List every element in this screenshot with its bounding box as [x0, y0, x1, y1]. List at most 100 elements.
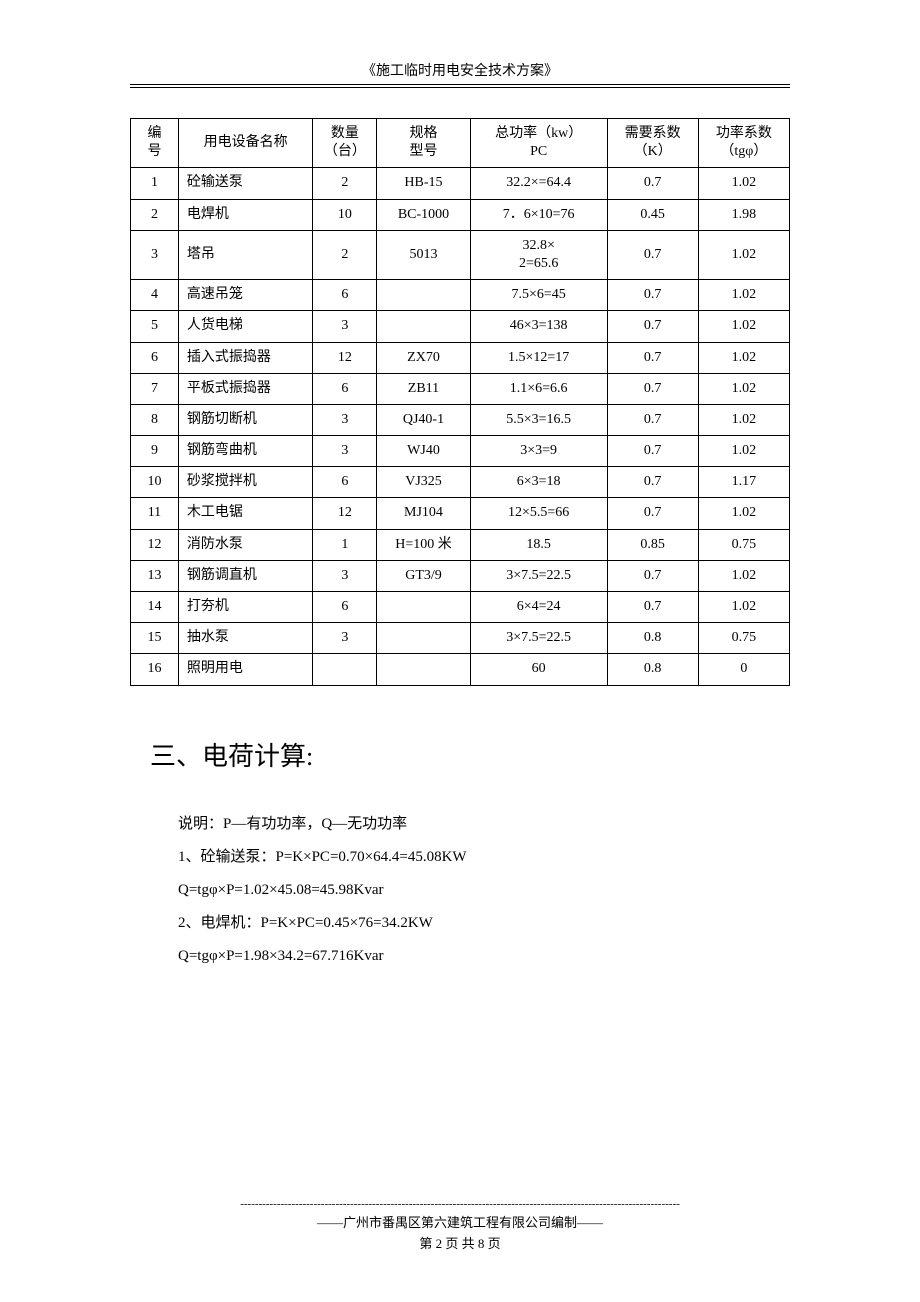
table-row: 8钢筋切断机3QJ40-15.5×3=16.50.71.02	[131, 404, 790, 435]
table-cell: 打夯机	[178, 592, 313, 623]
table-row: 13钢筋调直机3GT3/93×7.5=22.50.71.02	[131, 560, 790, 591]
table-cell: 照明用电	[178, 654, 313, 685]
table-row: 5人货电梯346×3=1380.71.02	[131, 311, 790, 342]
table-row: 3塔吊2501332.8×2=65.60.71.02	[131, 230, 790, 279]
table-cell: 6	[313, 280, 377, 311]
table-cell: 0.7	[607, 467, 698, 498]
table-cell: 14	[131, 592, 179, 623]
page-footer: ----------------------------------------…	[130, 1198, 790, 1252]
table-cell: 钢筋调直机	[178, 560, 313, 591]
table-cell: 3	[313, 311, 377, 342]
table-row: 14打夯机66×4=240.71.02	[131, 592, 790, 623]
body-text: 说明：P—有功功率，Q—无功功率1、砼输送泵：P=K×PC=0.70×64.4=…	[178, 808, 790, 973]
table-cell	[313, 654, 377, 685]
table-row: 15抽水泵33×7.5=22.50.80.75	[131, 623, 790, 654]
table-cell: 高速吊笼	[178, 280, 313, 311]
table-cell: 32.2×=64.4	[470, 168, 607, 199]
table-cell: 1	[313, 529, 377, 560]
table-cell: 木工电锯	[178, 498, 313, 529]
table-cell: 0.8	[607, 654, 698, 685]
table-cell: 11	[131, 498, 179, 529]
table-row: 12消防水泵1H=100 米18.50.850.75	[131, 529, 790, 560]
table-cell: 0	[698, 654, 789, 685]
table-cell: 0.7	[607, 280, 698, 311]
table-cell: 10	[131, 467, 179, 498]
table-cell: 0.7	[607, 436, 698, 467]
table-cell: ZB11	[377, 373, 470, 404]
table-cell: 5	[131, 311, 179, 342]
table-row: 1砼输送泵2HB-1532.2×=64.40.71.02	[131, 168, 790, 199]
table-cell: 0.8	[607, 623, 698, 654]
table-cell: 7．6×10=76	[470, 199, 607, 230]
table-cell: 0.7	[607, 404, 698, 435]
table-cell: 1.02	[698, 373, 789, 404]
col-header-tg: 功率系数（tgφ）	[698, 119, 789, 168]
footer-dashes: ----------------------------------------…	[130, 1198, 790, 1210]
table-cell: 1.17	[698, 467, 789, 498]
col-header-qty: 数量（台）	[313, 119, 377, 168]
table-cell: 1.02	[698, 230, 789, 279]
table-row: 4高速吊笼67.5×6=450.71.02	[131, 280, 790, 311]
table-cell: 0.7	[607, 498, 698, 529]
table-cell: 1.02	[698, 404, 789, 435]
table-cell: 5013	[377, 230, 470, 279]
table-cell: 0.7	[607, 311, 698, 342]
table-row: 10砂浆搅拌机6VJ3256×3=180.71.17	[131, 467, 790, 498]
table-cell: 7	[131, 373, 179, 404]
table-cell: 1.1×6=6.6	[470, 373, 607, 404]
table-cell: 0.7	[607, 342, 698, 373]
table-cell: 砼输送泵	[178, 168, 313, 199]
table-cell: 钢筋切断机	[178, 404, 313, 435]
table-cell: 3×7.5=22.5	[470, 560, 607, 591]
table-row: 7平板式振捣器6ZB111.1×6=6.60.71.02	[131, 373, 790, 404]
table-cell: 2	[131, 199, 179, 230]
table-cell: 3×3=9	[470, 436, 607, 467]
table-cell: 抽水泵	[178, 623, 313, 654]
table-cell: 1.98	[698, 199, 789, 230]
table-cell: 1.02	[698, 436, 789, 467]
table-cell: 人货电梯	[178, 311, 313, 342]
table-cell: 3	[131, 230, 179, 279]
table-cell: QJ40-1	[377, 404, 470, 435]
table-body: 1砼输送泵2HB-1532.2×=64.40.71.022电焊机10BC-100…	[131, 168, 790, 685]
table-cell: MJ104	[377, 498, 470, 529]
table-cell: WJ40	[377, 436, 470, 467]
table-cell: 6	[131, 342, 179, 373]
col-header-power: 总功率（kw）PC	[470, 119, 607, 168]
table-cell	[377, 592, 470, 623]
table-cell: 1.02	[698, 168, 789, 199]
table-cell: 7.5×6=45	[470, 280, 607, 311]
table-cell: 1.5×12=17	[470, 342, 607, 373]
table-cell: 4	[131, 280, 179, 311]
table-cell: 插入式振捣器	[178, 342, 313, 373]
table-cell: 0.7	[607, 373, 698, 404]
col-header-k: 需要系数（K）	[607, 119, 698, 168]
table-cell: 60	[470, 654, 607, 685]
table-cell: 塔吊	[178, 230, 313, 279]
table-cell: HB-15	[377, 168, 470, 199]
table-cell: 电焊机	[178, 199, 313, 230]
section-heading: 三、电荷计算:	[150, 736, 790, 773]
table-cell: 消防水泵	[178, 529, 313, 560]
table-cell: 12×5.5=66	[470, 498, 607, 529]
table-cell: 1.02	[698, 311, 789, 342]
table-row: 9钢筋弯曲机3WJ403×3=90.71.02	[131, 436, 790, 467]
table-cell: 0.75	[698, 623, 789, 654]
table-cell: 6×4=24	[470, 592, 607, 623]
table-cell: 32.8×2=65.6	[470, 230, 607, 279]
table-cell: 0.7	[607, 230, 698, 279]
table-cell: 钢筋弯曲机	[178, 436, 313, 467]
footer-page: 第 2 页 共 8 页	[130, 1233, 790, 1252]
table-cell: 6	[313, 467, 377, 498]
table-cell: 2	[313, 230, 377, 279]
table-cell: 12	[313, 498, 377, 529]
table-cell: 0.7	[607, 592, 698, 623]
table-cell: 0.85	[607, 529, 698, 560]
equipment-table: 编号 用电设备名称 数量（台） 规格型号 总功率（kw）PC 需要系数（K） 功…	[130, 118, 790, 686]
table-cell: 0.7	[607, 168, 698, 199]
footer-company: ——广州市番禺区第六建筑工程有限公司编制——	[130, 1212, 790, 1231]
table-cell: 6	[313, 373, 377, 404]
header-rule-2	[130, 87, 790, 88]
col-header-num: 编号	[131, 119, 179, 168]
body-line: 说明：P—有功功率，Q—无功功率	[178, 808, 790, 841]
